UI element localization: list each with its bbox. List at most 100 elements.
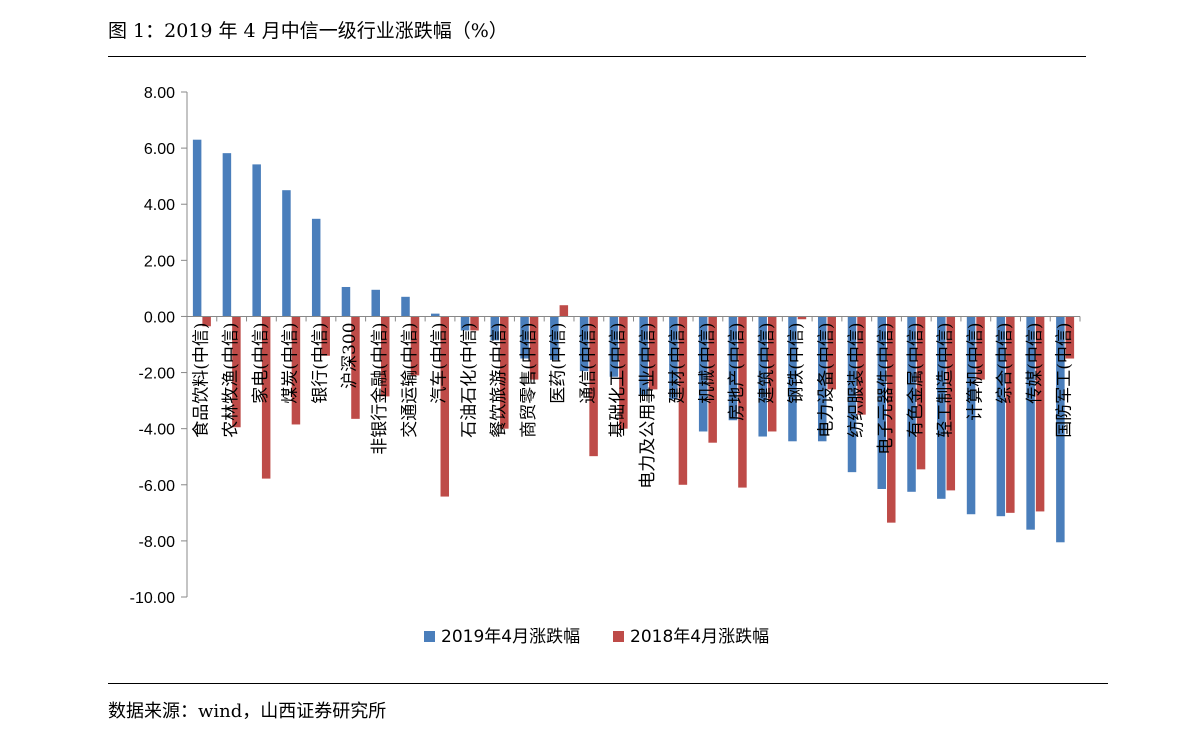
category-label: 房地产(中信) — [727, 322, 747, 420]
y-tick-label: -6.00 — [139, 478, 176, 495]
category-label: 传媒(中信) — [1025, 322, 1045, 403]
bar-2019 — [341, 286, 351, 317]
category-label: 钢铁(中信) — [787, 322, 807, 403]
bar-2019 — [431, 313, 440, 317]
bar-2018 — [1065, 316, 1075, 359]
bar-2019 — [609, 316, 619, 377]
bar-2018 — [946, 316, 956, 491]
bars — [192, 139, 1075, 543]
bar-2018 — [767, 316, 777, 432]
category-label: 建材(中信) — [668, 322, 688, 403]
bar-2019 — [550, 316, 559, 360]
bar-2019 — [847, 316, 857, 473]
bar-2018 — [827, 316, 836, 390]
bar-2018 — [351, 316, 360, 419]
y-tick-label: 2.00 — [144, 253, 175, 270]
bar-2018 — [797, 316, 807, 320]
bar-2019 — [966, 316, 976, 515]
bar-2018 — [857, 316, 866, 415]
bar-2019 — [1026, 316, 1035, 530]
category-label: 有色金属(中信) — [906, 322, 926, 437]
y-axis: 8.00 6.00 4.00 2.00 0.00 -2.00 -4.00 -6.00 -8.00… — [130, 85, 188, 607]
bar-2019 — [698, 316, 708, 432]
bar-2019 — [996, 316, 1006, 517]
bottom-divider — [108, 683, 1108, 684]
bar-2018 — [976, 316, 985, 380]
bar-2019 — [817, 316, 827, 442]
category-label: 建筑(中信) — [757, 322, 777, 403]
category-label: 家电(中信) — [251, 322, 271, 403]
bar-2018 — [232, 316, 241, 428]
bar-2019 — [579, 316, 589, 372]
category-label: 电子元器件(中信) — [876, 322, 896, 454]
y-tick-label: -2.00 — [139, 366, 176, 383]
bar-2019 — [311, 218, 321, 317]
category-label: 国防军工(中信) — [1055, 322, 1075, 437]
category-label: 基础化工(中信) — [608, 322, 628, 437]
figure-title: 图 1：2019 年 4 月中信一级行业涨跌幅（%） — [108, 20, 508, 42]
bar-chart: 8.00 6.00 4.00 2.00 0.00 -2.00 -4.00 -6.00 -8.00… — [130, 85, 1081, 647]
bar-2018 — [261, 316, 271, 479]
top-divider — [108, 56, 1086, 57]
bar-2018 — [410, 316, 420, 376]
bar-2018 — [500, 316, 509, 429]
bar-2019 — [758, 316, 767, 437]
bar-2019 — [877, 316, 887, 489]
bar-2018 — [559, 305, 569, 317]
category-label: 农林牧渔(中信) — [221, 322, 241, 437]
category-label: 机械(中信) — [697, 322, 717, 403]
source-note: 数据来源：wind，山西证券研究所 — [108, 701, 387, 722]
bar-2018 — [1035, 316, 1045, 512]
category-label: 电力设备(中信) — [817, 322, 837, 437]
bar-2018 — [738, 316, 747, 488]
legend-swatch-2019 — [424, 631, 435, 642]
bar-2019 — [728, 316, 738, 421]
category-label: 综合(中信) — [995, 322, 1015, 403]
category-label: 食品饮料(中信) — [191, 322, 211, 437]
bar-2018 — [380, 316, 390, 397]
category-label: 通信(中信) — [578, 322, 598, 403]
category-label: 交通运输(中信) — [400, 322, 420, 437]
bar-2018 — [470, 316, 479, 331]
category-label: 轻工制造(中信) — [936, 322, 956, 437]
bar-2019 — [192, 139, 202, 317]
bar-2018 — [678, 316, 688, 485]
legend-label-2019: 2019年4月涨跌幅 — [441, 627, 580, 647]
category-label: 非银行金融(中信) — [370, 322, 390, 454]
y-tick-label: 8.00 — [144, 85, 175, 102]
bar-2018 — [648, 316, 658, 390]
bar-2018 — [589, 316, 598, 457]
legend-swatch-2018 — [613, 631, 624, 642]
bar-2019 — [252, 164, 261, 317]
bar-2019 — [520, 316, 529, 359]
category-label: 医药(中信) — [549, 322, 569, 403]
bar-2019 — [788, 316, 797, 442]
bar-2019 — [222, 153, 232, 317]
category-label: 商贸零售(中信) — [519, 322, 539, 437]
bar-2019 — [937, 316, 946, 499]
category-label: 汽车(中信) — [430, 322, 450, 403]
bar-2018 — [619, 316, 628, 429]
y-tick-label: 0.00 — [144, 309, 175, 326]
x-axis — [186, 315, 1081, 322]
category-label: 餐饮旅游(中信) — [489, 322, 509, 437]
y-tick-label: -8.00 — [139, 534, 176, 551]
y-tick-label: 4.00 — [144, 197, 175, 214]
bar-2018 — [321, 316, 330, 356]
bar-2019 — [907, 316, 916, 492]
category-label: 计算机(中信) — [965, 322, 985, 420]
bar-2019 — [1056, 316, 1065, 543]
category-labels: 食品饮料(中信) 农林牧渔(中信) 家电(中信) 煤炭(中信) 银行(中信) 沪深300 非… — [191, 322, 1074, 488]
y-tick-label: -10.00 — [130, 590, 175, 607]
bar-2019 — [401, 296, 410, 317]
bar-2019 — [460, 316, 470, 331]
category-label: 银行(中信) — [310, 322, 330, 403]
y-tick-label: 6.00 — [144, 141, 175, 158]
bar-2019 — [371, 289, 380, 317]
bar-2018 — [916, 316, 926, 470]
category-label: 石油石化(中信) — [459, 322, 479, 437]
category-label: 沪深300 — [340, 322, 360, 388]
bar-2018 — [291, 316, 301, 425]
bar-2019 — [639, 316, 648, 395]
bar-2018 — [202, 316, 211, 327]
